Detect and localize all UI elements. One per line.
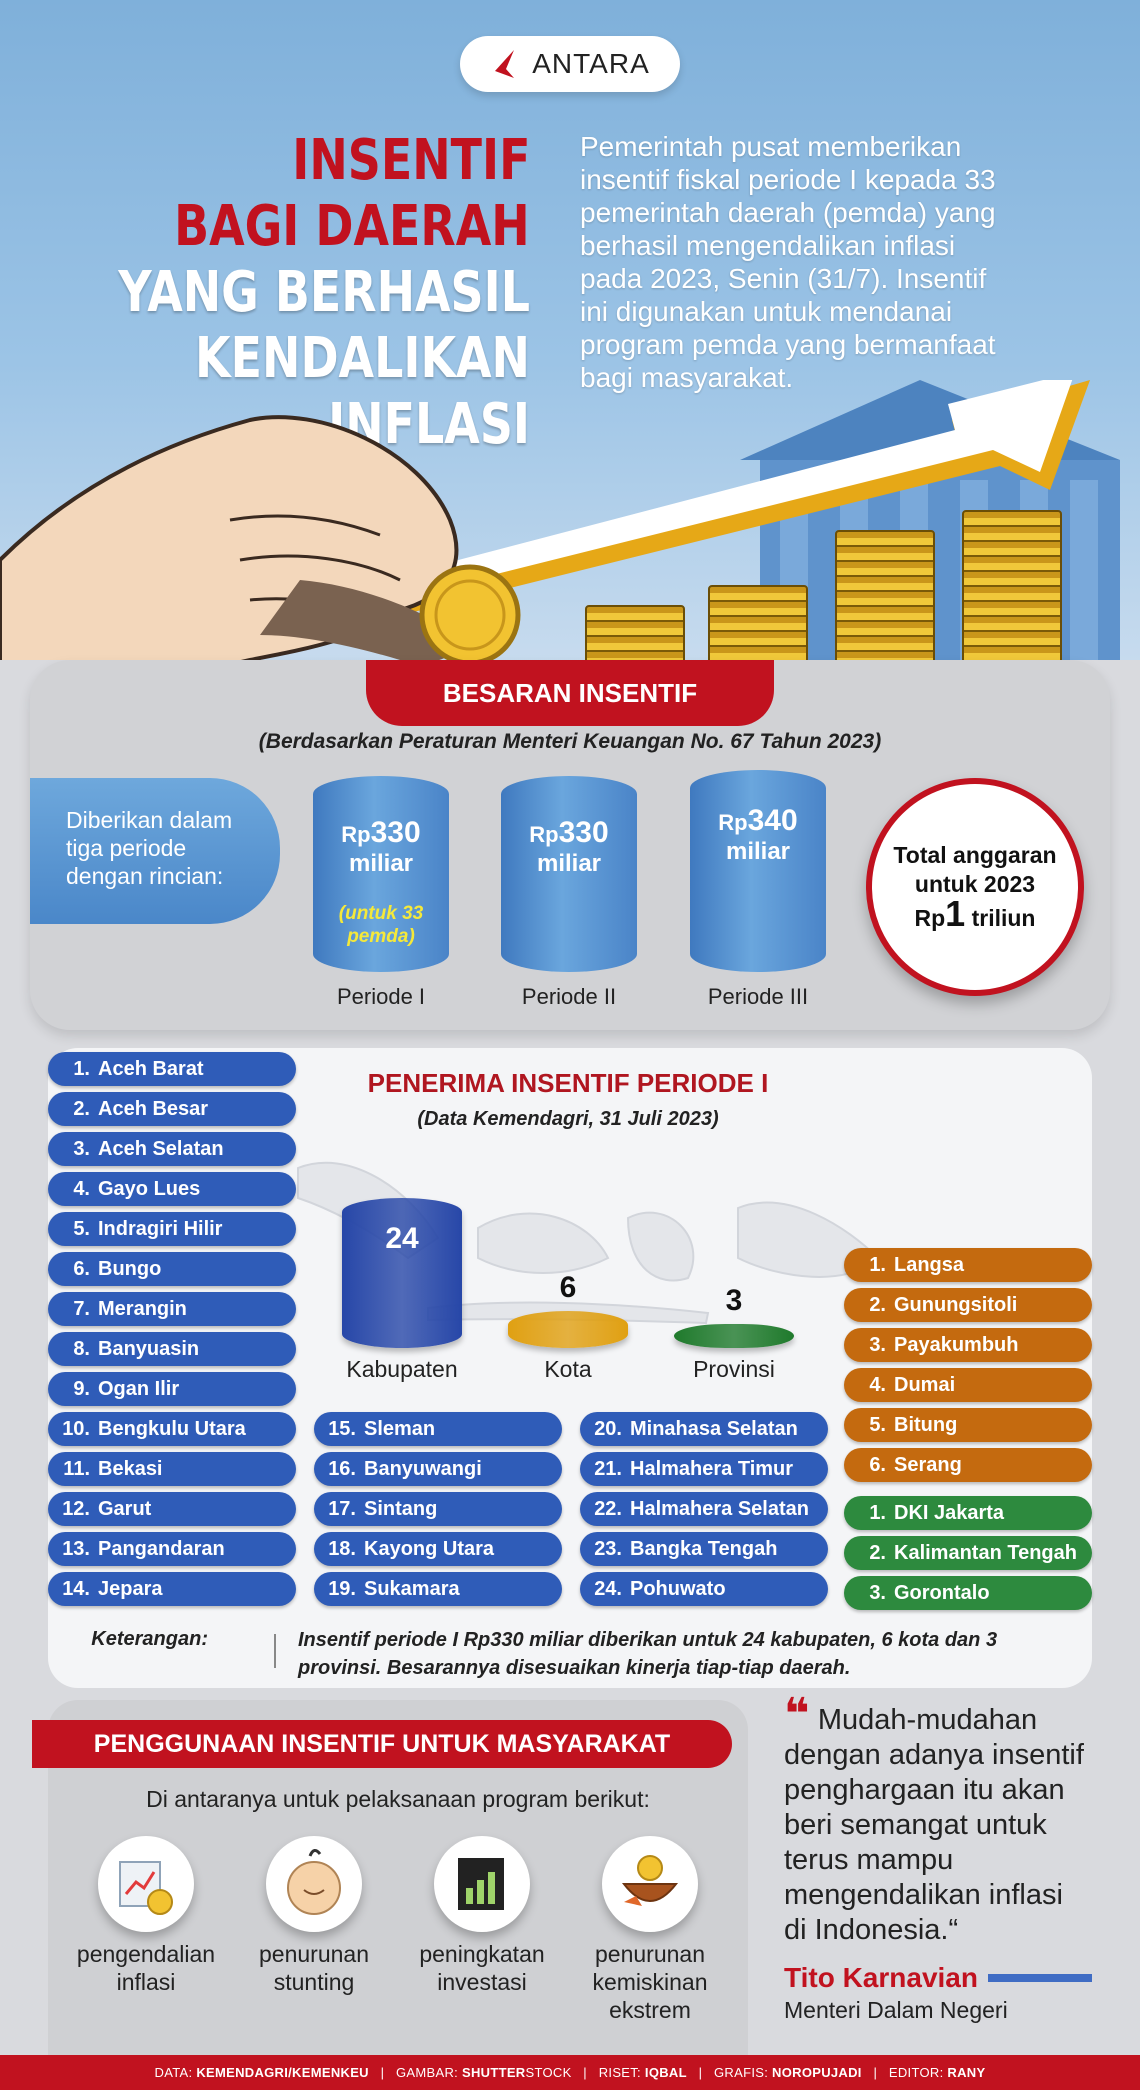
period-1-note: (untuk 33 pemda) (338, 903, 424, 947)
quote-author: Tito Karnavian (784, 1962, 978, 1993)
use-label-2: penurunan stunting (259, 1941, 369, 1995)
title-line-4: KENDALIKAN INFLASI (195, 326, 531, 457)
use-label-1: pengendalian inflasi (76, 1941, 216, 1995)
period-3-cylinder: Rp340 miliar (690, 770, 826, 972)
kabupaten-item: 23. Bangka Tengah (580, 1532, 828, 1566)
bar-provinsi (674, 1324, 794, 1348)
use-label-3: peningkatan investasi (419, 1941, 545, 1995)
logo-text: ANTARA (532, 48, 650, 79)
bar-kota (508, 1310, 628, 1348)
kabupaten-item: 15. Sleman (314, 1412, 562, 1446)
keterangan-label: Keterangan: (91, 1628, 208, 1650)
period-1-cylinder: Rp330 miliar (untuk 33 pemda) (313, 776, 449, 972)
recipient-count-chart: 24 Kabupaten 6 Kota 3 Provinsi (48, 1048, 1092, 1688)
kabupaten-item: 22. Halmahera Selatan (580, 1492, 828, 1526)
author-accent-bar (987, 1973, 1092, 1982)
kabupaten-item: 13. Pangandaran (48, 1532, 296, 1566)
title-line-3: YANG BERHASIL (118, 260, 530, 325)
penerima-title: PENERIMA INSENTIF PERIODE I (367, 1068, 769, 1098)
besaran-intro: Diberikan dalam tiga periode dengan rinc… (30, 778, 280, 924)
bar-label-kota: Kota (544, 1356, 592, 1382)
kota-item: 5. Bitung (844, 1408, 1092, 1442)
bar-value-kabupaten: 24 (385, 1222, 419, 1255)
bar-label-provinsi: Provinsi (693, 1356, 775, 1382)
antara-logo[interactable]: ANTARA (460, 36, 680, 92)
baby-icon (266, 1836, 362, 1932)
kota-item: 6. Serang (844, 1448, 1092, 1482)
credits-footer: DATA: KEMENDAGRI/KEMENKEU | GAMBAR: SHUT… (0, 2055, 1140, 2090)
provinsi-item: 3. Gorontalo (844, 1576, 1092, 1610)
bar-label-kabupaten: Kabupaten (346, 1356, 458, 1382)
kota-item: 2. Gunungsitoli (844, 1288, 1092, 1322)
penggunaan-title: PENGGUNAAN INSENTIF UNTUK MASYARAKAT (32, 1720, 732, 1768)
quote-role: Menteri Dalam Negeri (784, 1997, 1008, 2023)
coin-bowl-icon (602, 1836, 698, 1932)
period-3-label: Periode III (707, 984, 809, 1009)
period-2-cylinder: Rp330 miliar (501, 776, 637, 972)
kabupaten-item: 14. Jepara (48, 1572, 296, 1606)
penggunaan-section: PENGGUNAAN INSENTIF UNTUK MASYARAKAT Di … (32, 1700, 748, 2060)
kabupaten-item: 3. Aceh Selatan (48, 1132, 296, 1166)
hand-with-coin-illustration (0, 415, 521, 660)
besaran-subtitle: (Berdasarkan Peraturan Menteri Keuangan … (258, 730, 882, 753)
investment-chart-icon (434, 1836, 530, 1932)
bar-value-provinsi: 3 (725, 1284, 743, 1317)
kabupaten-item: 16. Banyuwangi (314, 1452, 562, 1486)
kota-item: 4. Dumai (844, 1368, 1092, 1402)
growth-arrow-icon (76, 380, 1090, 660)
total-budget-badge: Total anggaran untuk 2023 Rp1 triliun (866, 778, 1084, 996)
inflation-chart-icon (98, 1836, 194, 1932)
kabupaten-item: 18. Kayong Utara (314, 1532, 562, 1566)
kabupaten-item: 8. Banyuasin (48, 1332, 296, 1366)
use-label-4: penurunan kemiskinan ekstrem (592, 1941, 708, 2023)
title-line-1: INSENTIF (291, 128, 530, 193)
kabupaten-item: 2. Aceh Besar (48, 1092, 296, 1126)
besaran-title: BESARAN INSENTIF (366, 660, 774, 726)
period-2-label: Periode II (521, 984, 617, 1009)
kabupaten-item: 7. Merangin (48, 1292, 296, 1326)
kabupaten-item: 12. Garut (48, 1492, 296, 1526)
kabupaten-item: 21. Halmahera Timur (580, 1452, 828, 1486)
coin-stack-2 (708, 585, 808, 660)
keterangan-text: Insentif periode I Rp330 miliar diberika… (298, 1629, 998, 1679)
kabupaten-item: 6. Bungo (48, 1252, 296, 1286)
coin-stack-4 (962, 510, 1062, 660)
quote-mark-icon: ❝ (784, 1690, 810, 1739)
bar-kabupaten (342, 1198, 462, 1348)
minister-quote: ❝ Mudah-mudahan dengan adanya insentif p… (784, 1693, 1104, 2025)
period-1-label: Periode I (336, 984, 426, 1009)
penerima-section: PENERIMA INSENTIF PERIODE I (Data Kemend… (48, 1048, 1092, 1688)
kabupaten-item: 10. Bengkulu Utara (48, 1412, 296, 1446)
kota-item: 3. Payakumbuh (844, 1328, 1092, 1362)
provinsi-item: 1. DKI Jakarta (844, 1496, 1092, 1530)
intro-text: Pemerintah pusat memberikan insentif fis… (580, 131, 996, 393)
title-line-2: BAGI DAERAH (174, 194, 530, 259)
kabupaten-item: 11. Bekasi (48, 1452, 296, 1486)
kabupaten-item: 1. Aceh Barat (48, 1052, 296, 1086)
provinsi-item: 2. Kalimantan Tengah (844, 1536, 1092, 1570)
kabupaten-item: 17. Sintang (314, 1492, 562, 1526)
kabupaten-item: 5. Indragiri Hilir (48, 1212, 296, 1246)
coin-stack-3 (835, 530, 935, 660)
keterangan-divider (274, 1634, 276, 1668)
kabupaten-item: 20. Minahasa Selatan (580, 1412, 828, 1446)
penggunaan-subtitle: Di antaranya untuk pelaksanaan program b… (146, 1786, 650, 1812)
kabupaten-item: 4. Gayo Lues (48, 1172, 296, 1206)
kabupaten-item: 24. Pohuwato (580, 1572, 828, 1606)
coin-stack-1 (585, 605, 685, 660)
kabupaten-item: 9. Ogan Ilir (48, 1372, 296, 1406)
hero-banner: ANTARA INSENTIF BAGI DAERAH YANG BERHASI… (0, 0, 1140, 660)
bar-value-kota: 6 (559, 1270, 577, 1304)
recipient-lists: 1. Aceh Barat 2. Aceh Besar 3. Aceh Selatan 4.… (48, 1048, 1092, 1688)
kota-item: 1. Langsa (844, 1248, 1092, 1282)
kabupaten-item: 19. Sukamara (314, 1572, 562, 1606)
penerima-subtitle: (Data Kemendagri, 31 Juli 2023) (417, 1108, 719, 1130)
antara-mark-icon (495, 50, 515, 78)
besaran-section: BESARAN INSENTIF (Berdasarkan Peraturan … (0, 660, 1140, 1040)
